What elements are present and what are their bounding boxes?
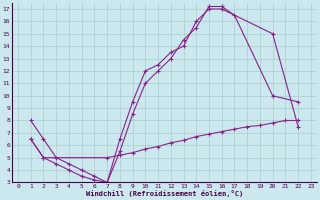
X-axis label: Windchill (Refroidissement éolien,°C): Windchill (Refroidissement éolien,°C) bbox=[86, 190, 243, 197]
